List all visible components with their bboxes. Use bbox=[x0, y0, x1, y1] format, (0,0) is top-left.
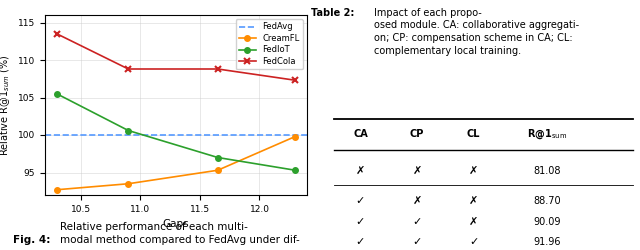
Text: Relative performance of each multi-
modal method compared to FedAvg under dif-: Relative performance of each multi- moda… bbox=[60, 222, 300, 245]
Text: ✗: ✗ bbox=[356, 166, 365, 175]
Text: R@1$_{\mathrm{sum}}$: R@1$_{\mathrm{sum}}$ bbox=[527, 128, 567, 141]
FedCola bbox=[214, 68, 221, 70]
CreamFL bbox=[53, 188, 61, 191]
Text: ✗: ✗ bbox=[412, 196, 422, 206]
Text: CA: CA bbox=[353, 129, 368, 139]
CreamFL bbox=[291, 135, 299, 138]
Line: FedIoT: FedIoT bbox=[54, 91, 298, 173]
CreamFL bbox=[214, 169, 221, 172]
FedIoT bbox=[214, 156, 221, 159]
Text: ✓: ✓ bbox=[356, 237, 365, 247]
Line: FedCola: FedCola bbox=[53, 30, 299, 84]
Text: 81.08: 81.08 bbox=[533, 166, 561, 175]
Line: CreamFL: CreamFL bbox=[54, 134, 298, 192]
Text: ✓: ✓ bbox=[356, 217, 365, 227]
Text: 88.70: 88.70 bbox=[533, 196, 561, 206]
Y-axis label: Relative R@1$_{sum}$ (%): Relative R@1$_{sum}$ (%) bbox=[0, 54, 12, 156]
Text: Impact of each propo-
osed module. CA: collaborative aggregati-
on; CP: compensa: Impact of each propo- osed module. CA: c… bbox=[374, 8, 579, 56]
Text: ✗: ✗ bbox=[469, 196, 478, 206]
FedIoT bbox=[124, 129, 132, 132]
Text: 91.96: 91.96 bbox=[533, 237, 561, 247]
FedCola bbox=[124, 68, 132, 70]
FedCola bbox=[291, 79, 299, 82]
Text: CP: CP bbox=[410, 129, 424, 139]
Text: 90.09: 90.09 bbox=[533, 217, 561, 227]
CreamFL bbox=[124, 182, 132, 185]
Text: ✓: ✓ bbox=[412, 217, 422, 227]
X-axis label: Gaps: Gaps bbox=[163, 219, 189, 229]
Text: ✓: ✓ bbox=[412, 237, 422, 247]
Text: Table 2:: Table 2: bbox=[310, 8, 354, 18]
Text: ✗: ✗ bbox=[412, 166, 422, 175]
Text: ✓: ✓ bbox=[469, 237, 478, 247]
Text: CL: CL bbox=[467, 129, 481, 139]
Text: ✗: ✗ bbox=[469, 217, 478, 227]
Text: ✗: ✗ bbox=[469, 166, 478, 175]
Text: Fig. 4:: Fig. 4: bbox=[13, 235, 50, 245]
Text: ✓: ✓ bbox=[356, 196, 365, 206]
Legend: FedAvg, CreamFL, FedIoT, FedCola: FedAvg, CreamFL, FedIoT, FedCola bbox=[236, 19, 303, 69]
FedIoT bbox=[53, 92, 61, 95]
FedCola bbox=[53, 32, 61, 35]
FedIoT bbox=[291, 169, 299, 172]
